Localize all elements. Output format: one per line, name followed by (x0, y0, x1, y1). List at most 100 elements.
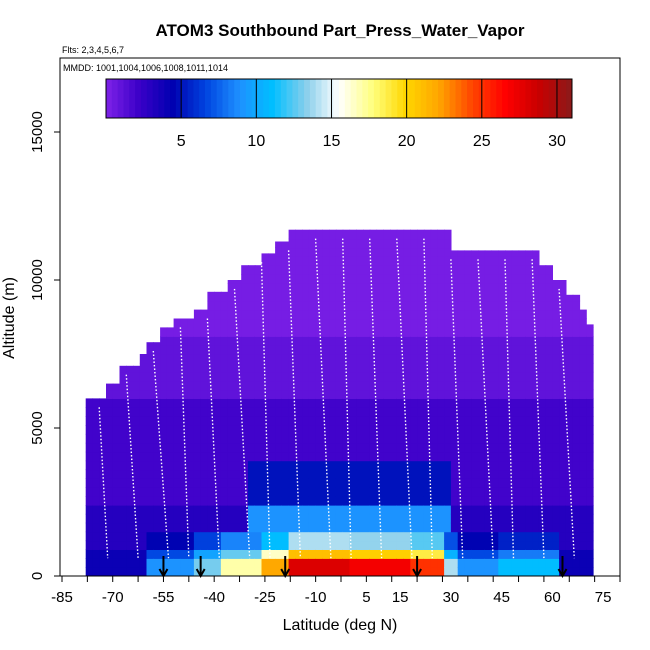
heatmap-cell (511, 380, 520, 391)
heatmap-cell (254, 398, 263, 408)
x-tick-label: 75 (595, 589, 612, 606)
heatmap-cell (484, 469, 493, 479)
heatmap-cell (308, 265, 317, 275)
heatmap-cell (220, 505, 229, 515)
colorbar-swatch (566, 79, 573, 118)
heatmap-cell (498, 478, 506, 488)
heatmap-cell (173, 460, 181, 471)
heatmap-cell (471, 407, 479, 417)
heatmap-cell (275, 300, 283, 311)
heatmap-cell (538, 558, 547, 568)
heatmap-cell (518, 309, 526, 320)
heatmap-cell (187, 345, 195, 355)
heatmap-cell (234, 362, 242, 373)
heatmap-cell (288, 371, 296, 382)
heatmap-cell (545, 442, 553, 453)
heatmap-cell (214, 496, 222, 506)
heatmap-cell (430, 371, 438, 382)
heatmap-cell (329, 531, 337, 542)
colorbar-swatch (484, 79, 491, 118)
heatmap-cell (491, 274, 499, 284)
x-tick-label: -40 (203, 589, 225, 606)
heatmap-cell (525, 283, 533, 293)
heatmap-cell (410, 407, 418, 417)
heatmap-cell (525, 354, 533, 364)
heatmap-cell (166, 496, 175, 506)
heatmap-cell (241, 283, 249, 293)
heatmap-cell (559, 354, 567, 364)
heatmap-cell (457, 398, 466, 408)
heatmap-cell (484, 283, 493, 293)
heatmap-cell (572, 345, 581, 355)
heatmap-cell (538, 505, 547, 515)
heatmap-cell (342, 274, 351, 284)
heatmap-cell (437, 425, 445, 435)
heatmap-cell (511, 469, 520, 479)
heatmap-cell (254, 425, 263, 435)
colorbar-swatch (438, 79, 445, 118)
heatmap-cell (254, 362, 263, 373)
heatmap-cell (403, 496, 411, 506)
heatmap-cell (220, 496, 229, 506)
heatmap-cell (349, 549, 357, 559)
heatmap-cell (335, 345, 344, 355)
heatmap-cell (444, 238, 452, 249)
heatmap-cell (281, 309, 290, 320)
heatmap-cell (248, 496, 256, 506)
heatmap-cell (457, 442, 466, 453)
heatmap-cell (403, 362, 411, 373)
heatmap-cell (369, 300, 378, 311)
heatmap-cell (214, 371, 222, 382)
heatmap-cell (396, 425, 405, 435)
colorbar-swatch (408, 79, 416, 118)
heatmap-cell (207, 442, 215, 453)
heatmap-cell (322, 416, 330, 426)
colorbar-swatch (373, 79, 381, 118)
heatmap-cell (390, 300, 398, 311)
heatmap-cell (220, 567, 229, 576)
heatmap-cell (396, 416, 405, 426)
heatmap-cell (315, 433, 323, 444)
heatmap-cell (248, 522, 256, 533)
heatmap-cell (302, 247, 310, 257)
heatmap-cell (200, 496, 209, 506)
heatmap-cell (139, 478, 148, 488)
heatmap-cell (329, 469, 337, 479)
heatmap-cell (444, 496, 452, 506)
heatmap-cell (525, 309, 533, 320)
heatmap-cell (227, 522, 236, 533)
heatmap-cell (498, 380, 506, 391)
heatmap-cell (471, 496, 479, 506)
heatmap-cell (525, 250, 533, 257)
heatmap-cell (200, 478, 209, 488)
heatmap-cell (315, 354, 323, 364)
heatmap-cell (227, 309, 236, 320)
heatmap-cell (268, 256, 276, 266)
heatmap-cell (295, 549, 303, 559)
heatmap-cell (288, 318, 296, 328)
heatmap-cell (112, 442, 121, 453)
heatmap-cell (281, 300, 290, 311)
heatmap-cell (342, 478, 351, 488)
heatmap-cell (173, 389, 181, 399)
heatmap-cell (369, 247, 378, 257)
heatmap-cell (214, 460, 222, 471)
heatmap-cell (112, 460, 121, 471)
heatmap-cell (234, 283, 242, 293)
heatmap-cell (241, 398, 249, 408)
heatmap-cell (227, 531, 236, 542)
heatmap-cell (369, 416, 378, 426)
heatmap-cell (417, 425, 425, 435)
heatmap-cell (275, 460, 283, 471)
heatmap-cell (471, 505, 479, 515)
heatmap-cell (423, 433, 432, 444)
heatmap-cell (227, 433, 236, 444)
heatmap-cell (261, 354, 269, 364)
heatmap-cell (335, 416, 344, 426)
heatmap-cell (227, 540, 236, 550)
heatmap-cell (193, 522, 202, 533)
heatmap-cell (363, 531, 371, 542)
heatmap-cell (363, 567, 371, 576)
heatmap-cell (586, 513, 594, 524)
colorbar-swatch (368, 79, 375, 118)
